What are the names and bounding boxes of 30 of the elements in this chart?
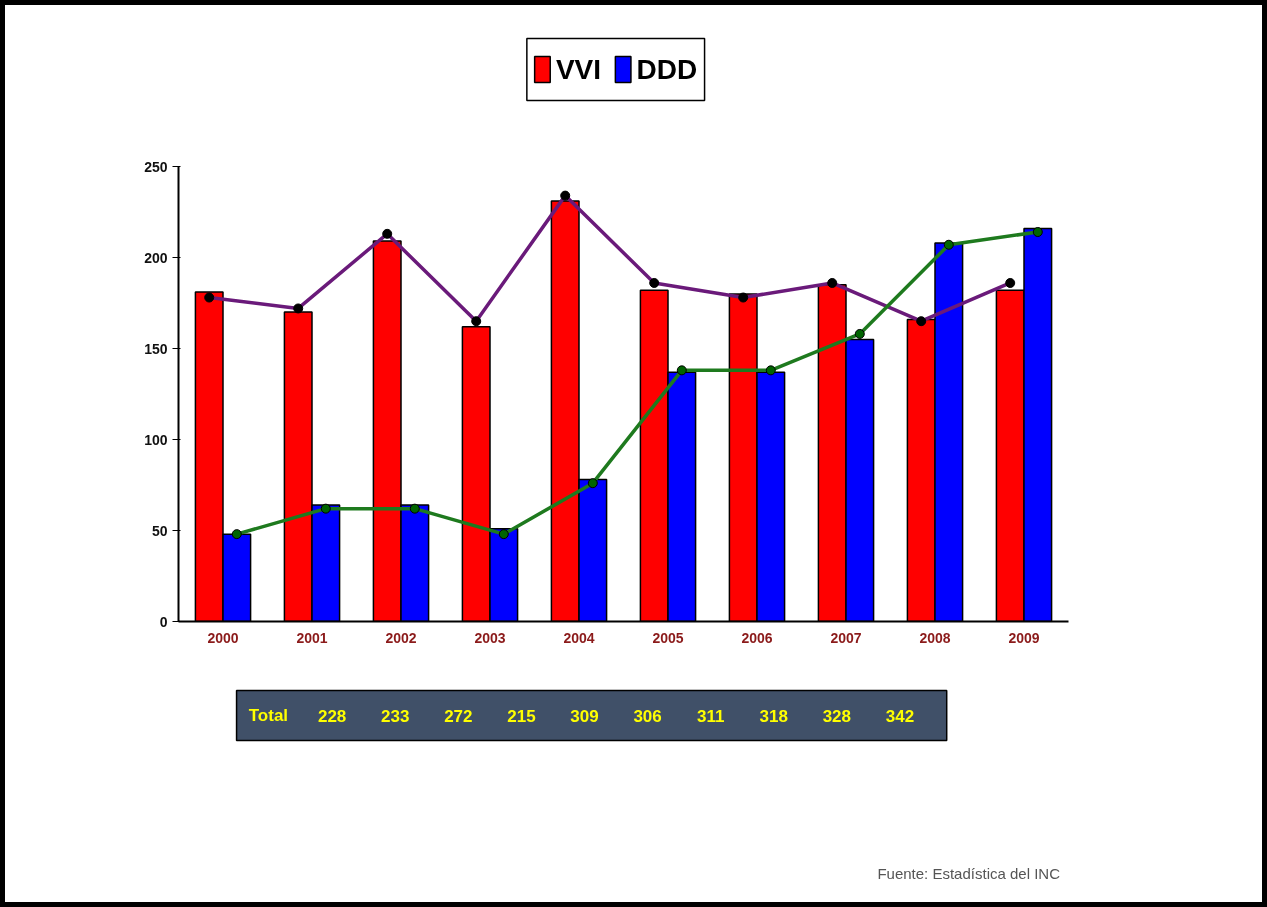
text: 215 <box>507 706 536 726</box>
y-tick-label: 250 <box>144 158 168 175</box>
text: 311 <box>696 706 725 726</box>
y-tick-label: 100 <box>144 431 168 448</box>
text: 306 <box>633 706 662 726</box>
legend-label: VVI <box>555 54 602 85</box>
x-tick-label: 2006 <box>741 629 773 646</box>
text: Total <box>248 706 289 725</box>
x-tick-label: 2003 <box>474 629 506 646</box>
x-tick-label: 2008 <box>919 629 951 646</box>
text: 228 <box>317 706 347 726</box>
y-tick-label: 50 <box>151 522 168 539</box>
x-tick-label: 2004 <box>563 629 595 646</box>
x-tick-label: 2000 <box>207 629 239 646</box>
text: 342 <box>885 706 915 726</box>
legend-label: DDD <box>636 54 698 85</box>
y-tick-label: 0 <box>159 613 168 630</box>
text: 272 <box>444 706 473 726</box>
source-note: Fuente: Estadística del INC <box>877 865 1061 882</box>
x-tick-label: 2007 <box>830 629 862 646</box>
x-tick-label: 2005 <box>652 629 684 646</box>
text: 233 <box>381 706 410 726</box>
x-tick-label: 2002 <box>385 629 417 646</box>
text: 318 <box>759 706 788 726</box>
text: 328 <box>822 706 852 726</box>
y-tick-label: 200 <box>144 249 168 266</box>
x-tick-label: 2009 <box>1008 629 1040 646</box>
y-tick-label: 150 <box>144 340 168 357</box>
x-tick-label: 2001 <box>296 629 328 646</box>
text: 309 <box>570 706 599 726</box>
